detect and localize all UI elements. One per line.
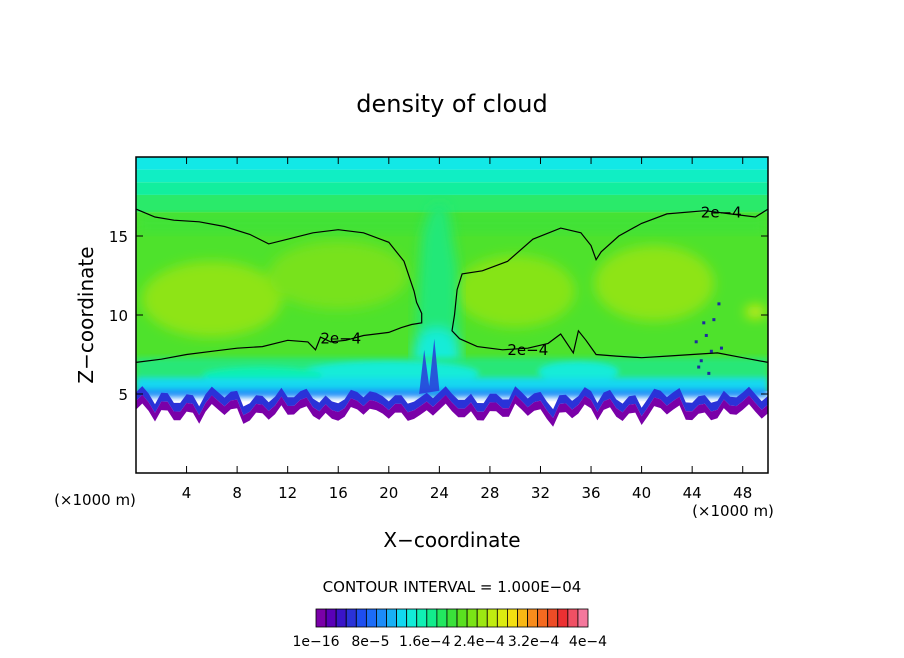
colorbar-swatch-0: [315, 608, 327, 628]
colorbar-swatch-16: [476, 608, 488, 628]
contour-right: [451, 208, 768, 363]
y-axis-ticks: 5 10 15: [109, 228, 768, 404]
x-tick-label-11: 48: [733, 484, 752, 502]
x-tick-label-1: 8: [232, 484, 242, 502]
x-tick-label-7: 32: [531, 484, 550, 502]
top-band-1: [136, 169, 768, 183]
colorbar-swatch-14: [456, 608, 468, 628]
low-band-2: [136, 378, 768, 391]
colorbar-swatch-6: [376, 608, 387, 628]
speck-2: [704, 333, 708, 337]
speck-9: [697, 365, 701, 369]
x-tick-label-5: 24: [430, 484, 449, 502]
colorbar-swatch-12: [436, 608, 448, 628]
colorbar-swatch-3: [345, 608, 357, 628]
x-tick-label-2: 12: [278, 484, 297, 502]
x-tick-label-9: 40: [632, 484, 651, 502]
x-unit-left: (×1000 m): [54, 491, 136, 509]
chart-title: density of cloud: [356, 90, 547, 118]
colorbar-swatch-7: [386, 608, 397, 628]
core-mid-left: [268, 241, 409, 310]
x-axis-ticks: 4 8 12 16 20 24 28 32 36 40 44 48: [182, 157, 752, 502]
core-right: [594, 245, 715, 322]
colorbar-swatch-24: [557, 608, 569, 628]
colorbar-swatch-9: [406, 608, 418, 628]
shell-band: [136, 212, 768, 235]
colorbar-label-0: 1e−16: [292, 634, 339, 650]
colorbar-label-4: 3.2e−4: [508, 634, 560, 650]
top-band-2: [136, 182, 768, 195]
speck-8: [709, 349, 713, 353]
colorbar-label-5: 4e−4: [569, 634, 607, 650]
specks: [694, 302, 723, 375]
y-tick-label-1: 10: [109, 307, 128, 325]
colorbar-swatch-13: [446, 608, 458, 628]
speck-4: [707, 371, 711, 375]
lower-transition: [136, 357, 768, 398]
speck-6: [702, 321, 706, 325]
speck-1: [699, 359, 703, 363]
colorbar-label-1: 8e−5: [351, 634, 389, 650]
contour-lines: [136, 208, 768, 363]
x-tick-label-10: 44: [683, 484, 702, 502]
colorbar-swatch-25: [567, 608, 579, 628]
y-axis-label: Z−coordinate: [74, 246, 98, 383]
colorbar-swatch-20: [517, 608, 528, 628]
colorbar-swatch-26: [577, 608, 589, 628]
colorbar: [315, 608, 589, 628]
colorbar-swatch-17: [486, 608, 498, 628]
colorbar-label-2: 1.6e−4: [399, 634, 451, 650]
speck-5: [719, 346, 723, 350]
colorbar-swatch-18: [496, 608, 508, 628]
core-left: [141, 261, 282, 338]
plot-field: 2e−4 2e−4 2e−4: [136, 157, 768, 427]
upper-shell: [136, 212, 768, 235]
colorbar-swatch-23: [547, 608, 559, 628]
cyan-patch-c: [538, 361, 619, 382]
top-band-3: [136, 194, 768, 213]
core-mid-right: [455, 255, 576, 328]
x-tick-label-6: 28: [480, 484, 499, 502]
colorbar-swatch-4: [355, 608, 367, 628]
colorbar-swatch-10: [416, 608, 428, 628]
x-tick-label-4: 20: [379, 484, 398, 502]
y-tick-label-0: 5: [118, 386, 128, 404]
colorbar-swatch-8: [396, 608, 408, 628]
top-band-0: [136, 157, 768, 170]
contour-left: [136, 208, 423, 363]
x-tick-label-8: 36: [581, 484, 600, 502]
speck-3: [712, 318, 716, 322]
x-unit-right: (×1000 m): [692, 502, 774, 520]
colorbar-swatch-1: [325, 608, 337, 628]
colorbar-swatch-22: [537, 608, 549, 628]
x-axis-label: X−coordinate: [383, 528, 520, 552]
speck-0: [694, 340, 698, 344]
colorbar-labels: 1e−16 8e−5 1.6e−4 2.4e−4 3.2e−4 4e−4: [292, 634, 607, 650]
contour-interval-label: CONTOUR INTERVAL = 1.000E−04: [323, 578, 582, 596]
low-band-3: [136, 389, 768, 398]
base-purple: [136, 394, 768, 427]
gap-plume: [419, 338, 440, 394]
speck-7: [717, 302, 721, 306]
contour-label-2: 2e−4: [507, 341, 548, 359]
colorbar-swatch-15: [466, 608, 478, 628]
colorbar-swatch-19: [507, 608, 518, 628]
contour-label-1: 2e−4: [320, 330, 361, 348]
colorbar-swatch-2: [335, 608, 347, 628]
x-tick-label-3: 16: [329, 484, 348, 502]
colorbar-swatch-11: [426, 608, 438, 628]
core-yellow: [745, 305, 766, 318]
x-tick-label-0: 4: [182, 484, 192, 502]
colorbar-label-3: 2.4e−4: [453, 634, 505, 650]
contour-label-0: 2e−4: [701, 203, 742, 221]
colorbar-swatch-21: [527, 608, 539, 628]
y-tick-label-2: 15: [109, 228, 128, 246]
base-blue: [136, 386, 768, 418]
core-highlights: [141, 241, 766, 338]
colorbar-swatch-5: [365, 608, 377, 628]
